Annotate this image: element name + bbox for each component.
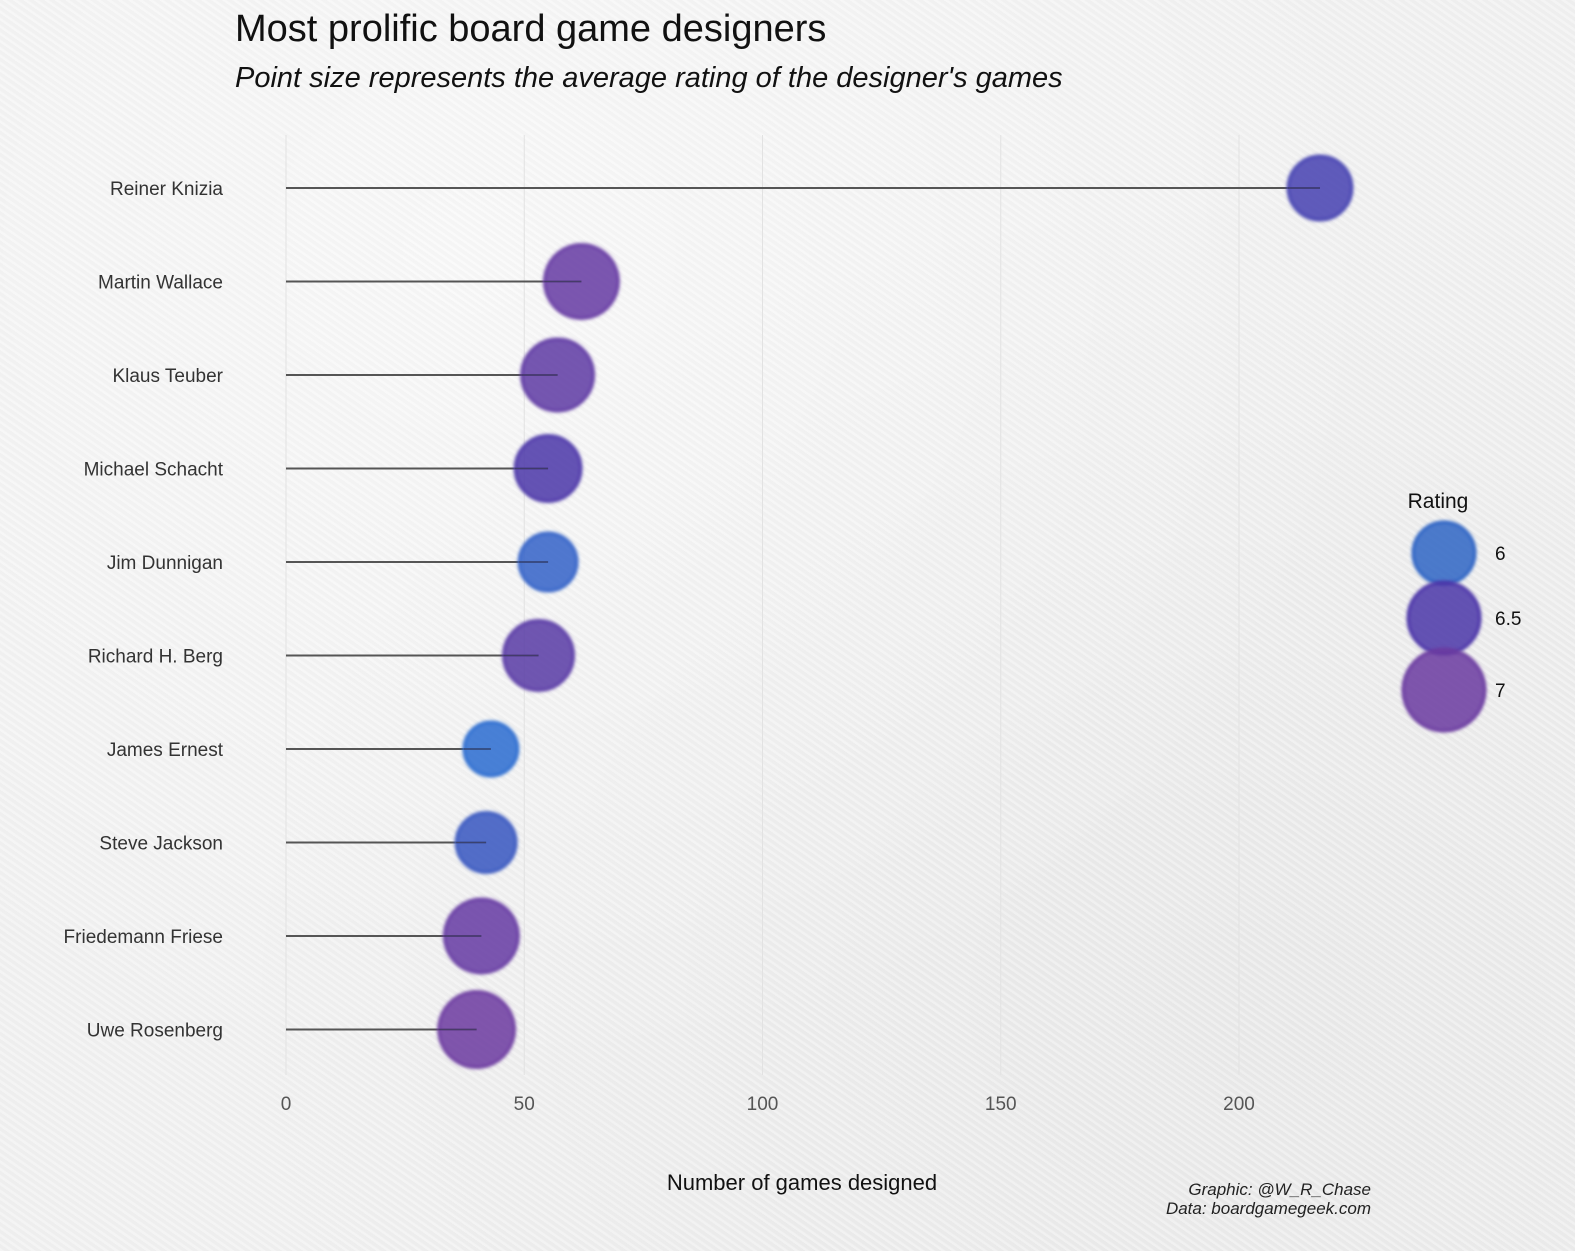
lollipop-point: [437, 990, 517, 1069]
designer-label: Martin Wallace: [98, 273, 223, 294]
legend-key-label: 6: [1495, 544, 1506, 565]
designer-label: Uwe Rosenberg: [87, 1021, 223, 1042]
y-axis-labels: Reiner Knizia Martin Wallace Klaus Teuber M…: [64, 179, 224, 1042]
lollipop-points: [437, 154, 1354, 1069]
lollipop-point: [1286, 154, 1354, 222]
x-axis-tick-labels: 0 50 100 150 200: [281, 1094, 1255, 1115]
x-tick-label: 50: [514, 1094, 535, 1115]
legend-key-circle: [1406, 580, 1482, 656]
lollipop-segments: [286, 187, 1321, 1031]
designer-label: Reiner Knizia: [110, 179, 223, 200]
designer-label: Steve Jackson: [99, 834, 223, 855]
lollipop-point: [462, 720, 520, 778]
x-tick-label: 200: [1223, 1094, 1255, 1115]
chart-title: Most prolific board game designers: [235, 8, 827, 50]
grid-lines: [285, 135, 1240, 1075]
designer-label: Jim Dunnigan: [107, 553, 223, 574]
x-tick-label: 100: [747, 1094, 779, 1115]
legend-key-label: 6.5: [1495, 609, 1521, 630]
caption-credit: Graphic: @W_R_Chase: [1188, 1180, 1371, 1199]
legend-key-label: 7: [1495, 681, 1506, 702]
lollipop-point: [542, 243, 620, 320]
designer-label: Richard H. Berg: [88, 647, 223, 668]
lollipop-point: [517, 531, 579, 593]
lollipop-point: [442, 897, 520, 975]
caption-source: Data: boardgamegeek.com: [1165, 1199, 1371, 1218]
x-tick-label: 150: [985, 1094, 1017, 1115]
chart-subtitle: Point size represents the average rating…: [235, 62, 1063, 94]
legend-title: Rating: [1408, 490, 1469, 513]
lollipop-point: [513, 434, 583, 503]
designer-label: James Ernest: [107, 740, 224, 761]
designer-label: Klaus Teuber: [112, 366, 223, 387]
x-tick-label: 0: [281, 1094, 292, 1115]
lollipop-point: [454, 811, 518, 874]
designer-label: Michael Schacht: [84, 460, 224, 481]
legend-key-circle: [1401, 647, 1487, 733]
x-axis-title: Number of games designed: [667, 1170, 937, 1195]
legend: Rating 6 6.5 7: [1401, 490, 1521, 733]
designer-label: Friedemann Friese: [64, 927, 223, 948]
lollipop-point: [502, 619, 576, 692]
caption: Graphic: @W_R_Chase Data: boardgamegeek.…: [1166, 1180, 1371, 1218]
legend-key-circle: [1411, 520, 1477, 586]
lollipop-point: [520, 337, 596, 413]
